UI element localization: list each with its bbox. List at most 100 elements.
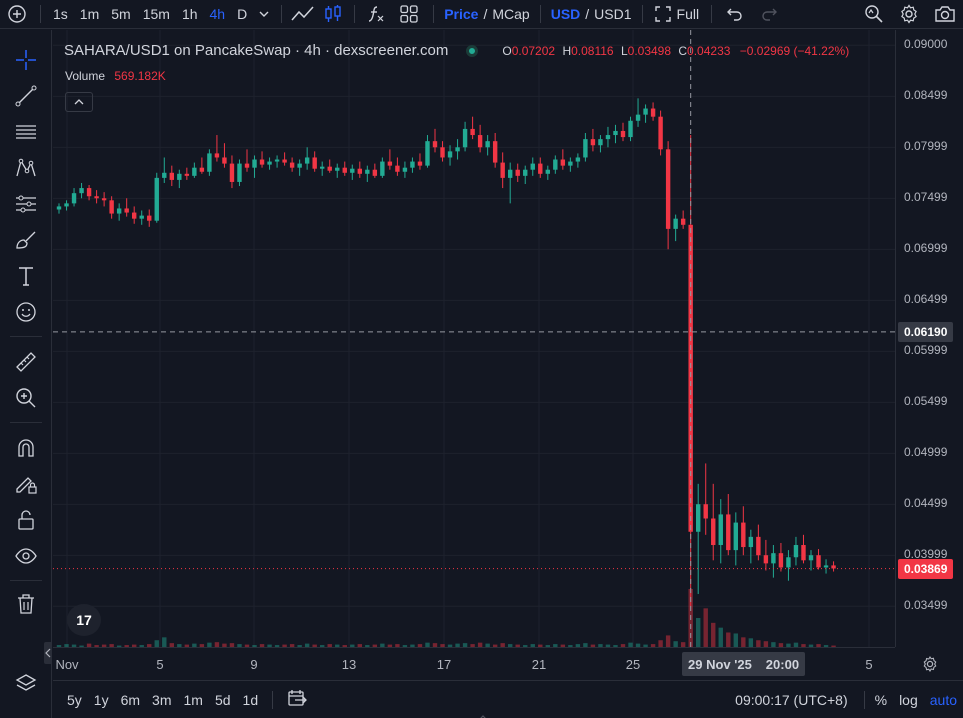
price-axis[interactable]: 0.09000 0.08499 0.07999 0.07499 0.06999 0.064… <box>895 30 963 647</box>
range-3m[interactable]: 3m <box>152 691 172 708</box>
currency-toggle[interactable]: USD / USD1 <box>547 0 636 29</box>
layouts-button[interactable] <box>391 0 427 29</box>
hide-drawings-tool[interactable] <box>12 542 40 570</box>
lock-drawings-tool[interactable] <box>12 470 40 498</box>
timeframe-dropdown-button[interactable] <box>253 0 275 29</box>
range-6m[interactable]: 6m <box>120 691 141 708</box>
range-1m[interactable]: 1m <box>183 691 203 708</box>
fullscreen-button[interactable]: Full <box>649 0 706 29</box>
chart-type-candles-button[interactable] <box>318 0 348 29</box>
volume-bar <box>402 645 408 647</box>
candle-body <box>492 141 498 163</box>
zoom-tool[interactable] <box>12 384 40 412</box>
volume-bar <box>447 644 453 647</box>
usd-toggle-label[interactable]: USD <box>550 6 581 22</box>
indicators-button[interactable] <box>361 0 391 29</box>
axis-settings-button[interactable] <box>920 654 940 677</box>
timeframe-D[interactable]: D <box>237 6 248 22</box>
time-axis[interactable]: 29 Nov '25 20:00 Nov 5 9 13 17 21 25 5 <box>53 647 895 679</box>
candle-body <box>289 162 295 168</box>
volume-bar <box>410 644 415 647</box>
candle-body <box>538 163 543 174</box>
pencil-lock-icon <box>16 477 37 494</box>
measure-tool[interactable] <box>12 348 40 376</box>
candle-body <box>192 167 197 176</box>
go-to-date-button[interactable] <box>281 689 313 710</box>
crosshair-price-tag: 0.06190 <box>898 321 954 342</box>
candle-body <box>342 167 347 173</box>
volume-bar <box>643 644 648 647</box>
brush-icon <box>16 231 36 249</box>
candle-body <box>320 166 325 169</box>
timeframe-1m[interactable]: 1m <box>79 6 100 22</box>
timeframe-1s[interactable]: 1s <box>53 6 68 22</box>
trend-line-tool[interactable] <box>12 82 40 110</box>
lock-all-tool[interactable] <box>12 506 40 534</box>
candle-body <box>147 215 152 221</box>
magnet-tool[interactable] <box>12 434 40 462</box>
candle-body <box>778 553 784 568</box>
price-mcap-toggle[interactable]: Price / MCap <box>440 0 534 29</box>
candle-body <box>553 159 558 170</box>
crosshair-tool[interactable] <box>12 46 40 74</box>
calendar-arrow-icon <box>288 690 308 706</box>
volume-bar <box>741 637 746 647</box>
price-toggle-label[interactable]: Price <box>444 6 479 22</box>
price-tick-label: 0.06499 <box>904 292 948 307</box>
pattern-tool[interactable] <box>12 154 40 182</box>
timezone-clock[interactable]: 09:00:17 (UTC+8) <box>735 691 848 708</box>
volume-bar <box>237 644 242 647</box>
close-value: 0.04233 <box>687 43 731 58</box>
price-tick-label: 0.07499 <box>904 190 948 205</box>
mcap-toggle-label[interactable]: MCap <box>492 6 530 22</box>
range-1d[interactable]: 1d <box>242 691 259 708</box>
last-price-tag: 0.03869 <box>898 558 954 579</box>
forecast-tool[interactable] <box>12 190 40 218</box>
percent-scale-toggle[interactable]: % <box>874 691 888 708</box>
auto-scale-toggle[interactable]: auto <box>929 691 957 708</box>
brush-tool[interactable] <box>12 226 40 254</box>
time-tick-label: 5 <box>865 657 873 672</box>
chart-pane[interactable] <box>53 30 895 647</box>
candle-body <box>365 169 370 174</box>
ohlc-values: O0.07202 H0.08116 L0.03498 C0.04233 −0.0… <box>502 44 849 58</box>
add-symbol-button[interactable] <box>0 0 34 29</box>
settings-button[interactable] <box>891 0 927 29</box>
text-tool[interactable] <box>12 262 40 290</box>
timeframe-15m[interactable]: 15m <box>142 6 170 22</box>
undo-button[interactable] <box>718 0 752 29</box>
collapse-legend-button[interactable] <box>65 92 93 112</box>
log-scale-toggle[interactable]: log <box>899 691 918 708</box>
candlestick-chart[interactable] <box>53 30 895 647</box>
timeframe-4h[interactable]: 4h <box>209 6 226 22</box>
timeframe-5m[interactable]: 5m <box>111 6 131 22</box>
divider <box>10 336 42 337</box>
object-tree-button[interactable] <box>12 670 40 698</box>
volume-bar <box>778 643 784 647</box>
volume-bar <box>696 618 701 647</box>
fib-tool[interactable] <box>12 118 40 146</box>
symbol-title[interactable]: SAHARA/USD1 on PancakeSwap · 4h · dexscr… <box>64 42 449 59</box>
chart-type-line-button[interactable] <box>288 0 318 29</box>
timeframe-1h[interactable]: 1h <box>181 6 198 22</box>
fullscreen-icon <box>654 6 671 22</box>
separator <box>539 5 541 23</box>
range-5y[interactable]: 5y <box>67 691 82 708</box>
usd1-toggle-label[interactable]: USD1 <box>594 6 632 22</box>
candle-body <box>297 163 302 168</box>
volume-bar <box>703 608 708 647</box>
expand-panel-handle[interactable] <box>478 709 488 718</box>
quick-search-button[interactable] <box>857 0 891 29</box>
remove-drawings-tool[interactable] <box>12 590 40 618</box>
volume-bar <box>387 644 393 647</box>
screenshot-button[interactable] <box>927 0 963 29</box>
collapse-toolbar-button[interactable] <box>44 642 52 664</box>
tradingview-logo[interactable]: 17 <box>67 604 101 636</box>
range-5d[interactable]: 5d <box>214 691 231 708</box>
range-1y[interactable]: 1y <box>93 691 109 708</box>
separator <box>40 5 41 23</box>
emoji-tool[interactable] <box>12 298 40 326</box>
price-tick-label: 0.06999 <box>904 241 948 256</box>
separator <box>711 5 713 23</box>
redo-button[interactable] <box>752 0 786 29</box>
